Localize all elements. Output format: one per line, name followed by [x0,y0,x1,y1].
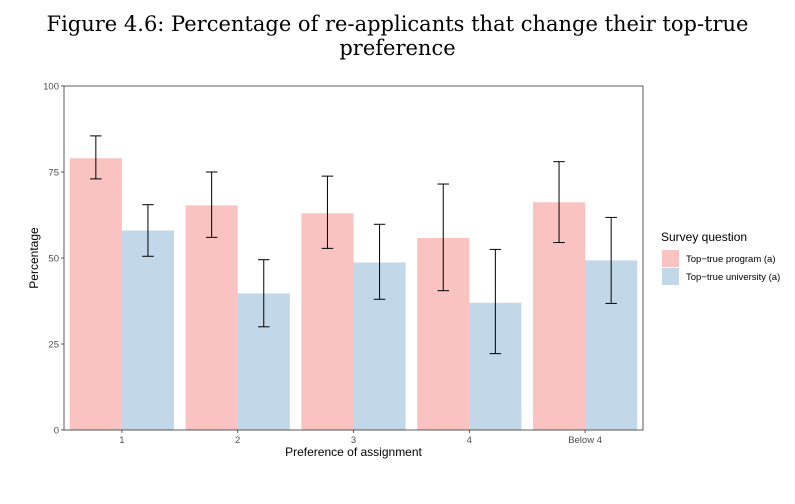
legend-label-program: Top−true program (a) [686,254,776,265]
x-tick-label-0: 1 [119,435,124,446]
bar-program-0 [69,158,122,431]
x-axis: 1 2 3 4 Below 4 [119,430,602,446]
error-bars-layer [90,135,617,355]
bars-layer [69,158,638,431]
x-tick-label-4: Below 4 [568,435,602,446]
x-tick-label-3: 4 [467,435,472,446]
y-tick-label-2: 50 [48,254,59,265]
x-axis-title: Preference of assignment [285,445,422,459]
error-bar-program-0 [90,135,102,180]
legend-label-university: Top−true university (a) [686,272,780,283]
y-axis: 0 25 50 75 100 [43,82,64,437]
error-bar-university-2 [373,223,386,300]
error-bar-university-0 [142,204,154,257]
error-bar-program-4 [553,161,565,244]
error-bar-program-1 [205,171,218,238]
y-tick-label-4: 100 [43,82,59,93]
error-bar-university-1 [258,259,270,328]
legend-title: Survey question [661,230,747,244]
legend: Survey question Top−true program (a) Top−… [661,230,780,285]
error-bar-program-3 [437,183,449,292]
x-tick-label-2: 3 [351,435,356,446]
error-bar-program-2 [321,175,334,249]
bar-university-0 [121,230,175,430]
y-axis-title: Percentage [27,227,41,289]
y-tick-label-3: 75 [48,168,59,179]
legend-key-university [662,268,679,285]
figure-title: Figure 4.6: Percentage of re-applicants … [46,12,749,60]
x-tick-label-1: 2 [235,435,240,446]
bar-program-1 [185,205,238,430]
legend-key-program [662,250,679,267]
error-bar-university-4 [605,216,617,304]
y-tick-label-1: 25 [48,340,59,351]
bar-program-2 [301,213,354,430]
error-bar-university-3 [489,248,502,355]
y-tick-label-0: 0 [54,426,59,437]
